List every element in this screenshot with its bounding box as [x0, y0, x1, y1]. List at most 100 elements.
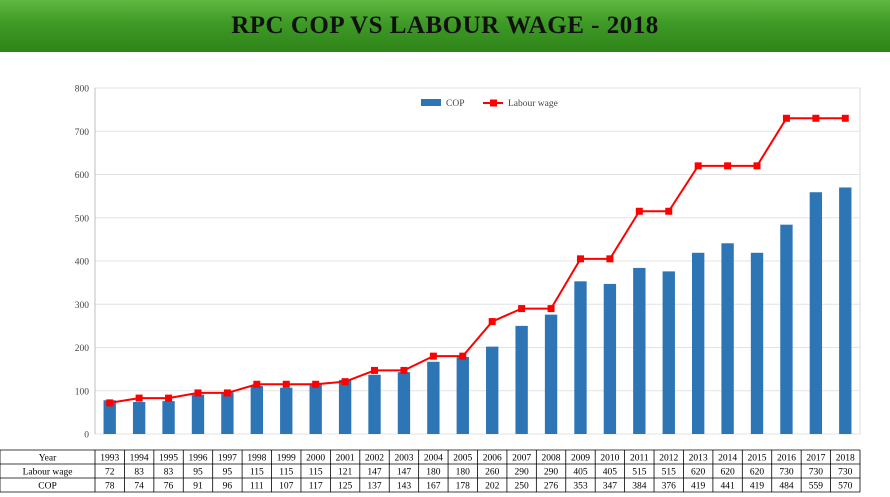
cop-bar — [662, 271, 675, 434]
table-cell: 2010 — [600, 454, 619, 464]
table-cell: 1999 — [277, 454, 296, 464]
table-cell: 620 — [720, 468, 735, 478]
y-tick-label: 800 — [75, 85, 90, 95]
cop-bar — [191, 394, 205, 434]
labour-wage-marker — [694, 162, 702, 170]
table-cell: 276 — [544, 482, 559, 492]
table-cell: 1997 — [218, 454, 237, 464]
table-cell: 441 — [720, 482, 735, 492]
table-row-label: COP — [38, 482, 56, 492]
table-cell: 2000 — [306, 454, 325, 464]
legend-label-labour-wage: Labour wage — [508, 99, 558, 109]
cop-bar — [338, 379, 352, 434]
y-tick-label: 500 — [75, 214, 90, 224]
cop-bar — [486, 346, 499, 434]
table-cell: 178 — [456, 482, 471, 492]
table-cell: 405 — [603, 468, 618, 478]
y-tick-label: 200 — [75, 344, 90, 354]
table-cell: 2005 — [453, 454, 472, 464]
table-cell: 515 — [662, 468, 677, 478]
table-cell: 730 — [809, 468, 824, 478]
cop-bar — [162, 401, 175, 434]
cop-bar — [780, 224, 793, 434]
table-cell: 121 — [338, 468, 353, 478]
labour-wage-line — [106, 114, 849, 407]
cop-bar — [691, 252, 705, 434]
cop-bar — [221, 392, 234, 434]
table-cell: 419 — [750, 482, 765, 492]
cop-bar — [721, 243, 734, 434]
table-cell: 91 — [193, 482, 203, 492]
table-cell: 83 — [164, 468, 174, 478]
table-cell: 2015 — [748, 454, 767, 464]
table-cell: 2009 — [571, 454, 590, 464]
table-cell: 250 — [515, 482, 530, 492]
table-cell: 570 — [838, 482, 853, 492]
labour-wage-marker — [106, 399, 114, 407]
table-cell: 180 — [426, 468, 441, 478]
cop-bar — [309, 383, 322, 434]
table-cell: 125 — [338, 482, 353, 492]
table-cell: 117 — [309, 482, 323, 492]
y-axis: 0 100 200 300 400 500 600 700 800 — [75, 85, 96, 441]
table-cell: 202 — [485, 482, 500, 492]
table-cell: 2017 — [806, 454, 825, 464]
table-cell: 2001 — [336, 454, 355, 464]
table-cell: 2012 — [659, 454, 678, 464]
table-cell: 111 — [250, 482, 264, 492]
labour-wage-marker — [782, 114, 790, 122]
table-cell: 419 — [691, 482, 706, 492]
cop-bar — [809, 192, 823, 434]
cop-bar — [544, 314, 558, 434]
cop-bar — [250, 385, 264, 434]
table-cell: 347 — [603, 482, 618, 492]
table-cell: 2006 — [483, 454, 502, 464]
table-cell: 260 — [485, 468, 500, 478]
table-cell: 115 — [250, 468, 264, 478]
labour-wage-marker — [635, 207, 643, 215]
table-cell: 2002 — [365, 454, 384, 464]
title-banner: RPC COP VS LABOUR WAGE - 2018 — [0, 0, 890, 52]
table-cell: 1995 — [159, 454, 178, 464]
labour-wage-marker — [371, 366, 379, 374]
table-cell: 484 — [779, 482, 794, 492]
table-cell: 730 — [838, 468, 853, 478]
chart: 0 100 200 300 400 500 600 700 800 COP Labour wage… — [0, 85, 861, 493]
table-cell: 2008 — [542, 454, 561, 464]
table-cell: 376 — [662, 482, 677, 492]
labour-wage-marker — [724, 162, 732, 170]
labour-wage-marker — [606, 255, 614, 263]
table-cell: 2004 — [424, 454, 443, 464]
table-cell: 137 — [367, 482, 382, 492]
table-cell: 95 — [223, 468, 233, 478]
cop-bar — [427, 361, 440, 434]
labour-wage-marker — [253, 380, 261, 388]
table-cell: 76 — [164, 482, 174, 492]
table-cell: 620 — [750, 468, 765, 478]
labour-wage-marker — [488, 318, 496, 326]
table-cell: 515 — [632, 468, 647, 478]
table-cell: 115 — [279, 468, 293, 478]
table-cell: 620 — [691, 468, 706, 478]
cop-bar — [750, 252, 764, 434]
cop-bar — [603, 283, 617, 434]
labour-wage-polyline — [109, 117, 846, 404]
legend: COP Labour wage — [421, 99, 558, 109]
y-tick-label: 600 — [75, 171, 90, 181]
labour-wage-marker — [165, 394, 173, 402]
labour-wage-marker — [223, 389, 231, 397]
cop-bar — [280, 387, 293, 434]
labour-wage-marker — [459, 352, 467, 360]
labour-wage-marker — [665, 207, 673, 215]
table-cell: 2018 — [836, 454, 855, 464]
labour-wage-marker — [429, 352, 437, 360]
table-cell: 74 — [134, 482, 144, 492]
cop-bars — [103, 187, 852, 434]
labour-wage-marker — [841, 114, 849, 122]
table-cell: 290 — [544, 468, 559, 478]
table-cell: 95 — [193, 468, 203, 478]
data-table: Year 1993 1994 1995 1996 1997 1998 1999 2000 2001… — [0, 449, 861, 493]
cop-bar — [103, 400, 116, 434]
table-cell: 2013 — [689, 454, 708, 464]
table-cell: 353 — [573, 482, 588, 492]
